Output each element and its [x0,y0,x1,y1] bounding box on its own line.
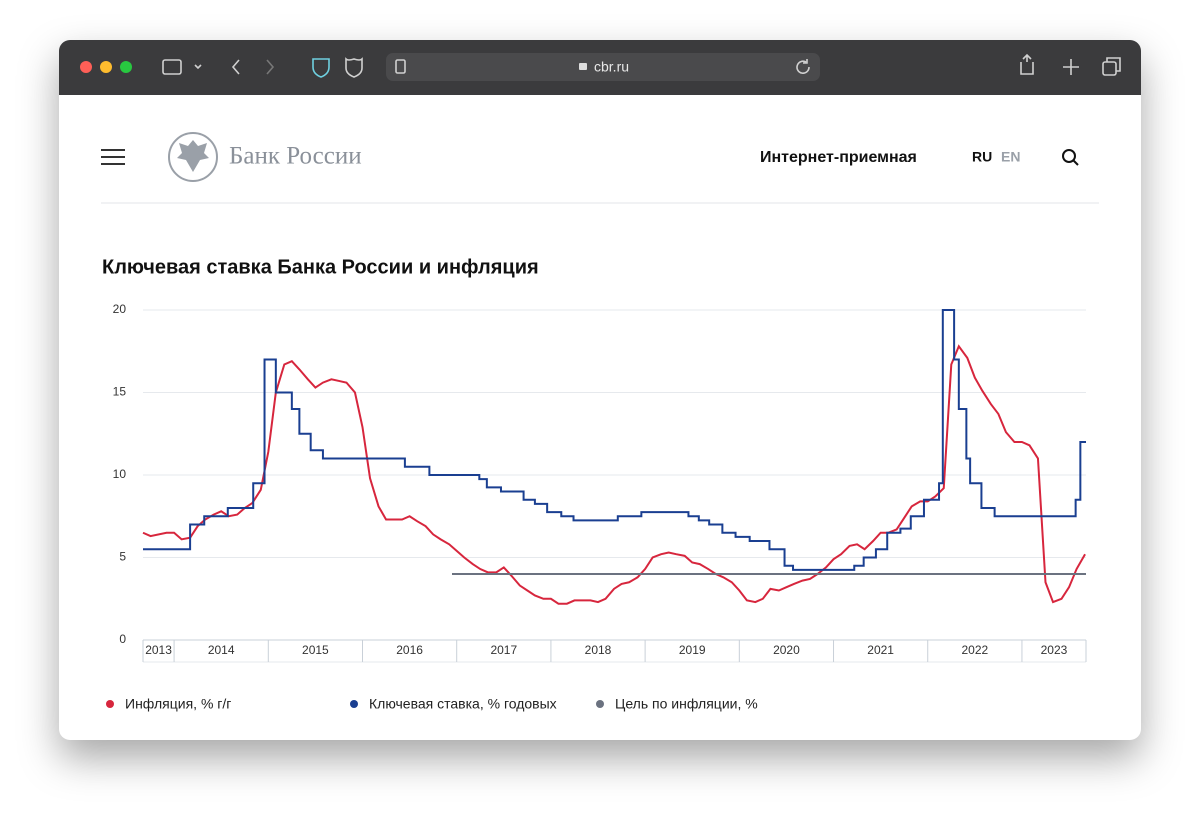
x-tick-label: 2021 [867,643,894,657]
legend-label: Цель по инфляции, % [615,696,758,712]
logo-text[interactable]: Банк России [229,143,362,170]
window-svg: cbr.ru Банк России Интернет-приемная RU … [59,40,1141,712]
x-tick-label: 2020 [773,643,800,657]
x-tick-label: 2023 [1041,643,1068,657]
tabs-button[interactable] [1102,61,1117,76]
chart: 0 5 10 15 20 2013 2014 2015 2016 2017 2018 2019 2020… [106,302,1087,712]
x-tick-label: 2016 [396,643,423,657]
lock-icon [579,63,587,70]
logo-eagle [177,140,209,172]
reader-icon[interactable] [395,59,406,74]
url: cbr.ru [594,59,629,75]
address-bar[interactable] [386,53,820,81]
x-tick-label: 2013 [145,643,172,657]
y-tick-label: 20 [113,302,127,316]
x-tick-label: 2017 [490,643,517,657]
extension-icon[interactable] [312,58,330,78]
legend-marker [350,700,358,708]
back-button[interactable] [231,59,240,75]
x-tick-label: 2022 [961,643,988,657]
nav-link[interactable]: Интернет-приемная [760,149,917,166]
y-tick-label: 0 [119,632,126,646]
privacy-icon[interactable] [345,57,363,78]
x-tick-label: 2015 [302,643,329,657]
minimize-button[interactable] [100,61,112,73]
lang-ru[interactable]: RU [972,149,992,165]
share-button[interactable] [1020,53,1034,75]
new-tab-button[interactable] [1063,59,1079,75]
x-tick-label: 2018 [585,643,612,657]
chart-title: Ключевая ставка Банка России и инфляция [102,256,539,278]
legend-label: Инфляция, % г/г [125,696,231,712]
reload-button[interactable] [796,59,810,74]
sidebar-menu[interactable] [194,64,202,70]
x-tick-label: 2019 [679,643,706,657]
lang-en[interactable]: EN [1001,149,1020,165]
browser-window: cbr.ru Банк России Интернет-приемная RU … [59,40,1141,740]
tabs-button-back [1106,57,1121,72]
y-tick-label: 10 [113,467,127,481]
toolbar-icons [162,53,1121,81]
legend-label: Ключевая ставка, % годовых [369,696,557,712]
logo-emblem[interactable] [168,132,218,182]
forward-button[interactable] [266,59,275,75]
x-tick-label: 2014 [208,643,235,657]
close-button[interactable] [80,61,92,73]
sidebar-button[interactable] [162,59,182,75]
legend-marker [106,700,114,708]
menu-button[interactable] [101,149,125,165]
zoom-button[interactable] [120,61,132,73]
y-tick-label: 15 [113,385,127,399]
series-line [143,309,1086,571]
search-button[interactable] [1062,149,1079,166]
legend-marker [596,700,604,708]
y-tick-label: 5 [119,550,126,564]
